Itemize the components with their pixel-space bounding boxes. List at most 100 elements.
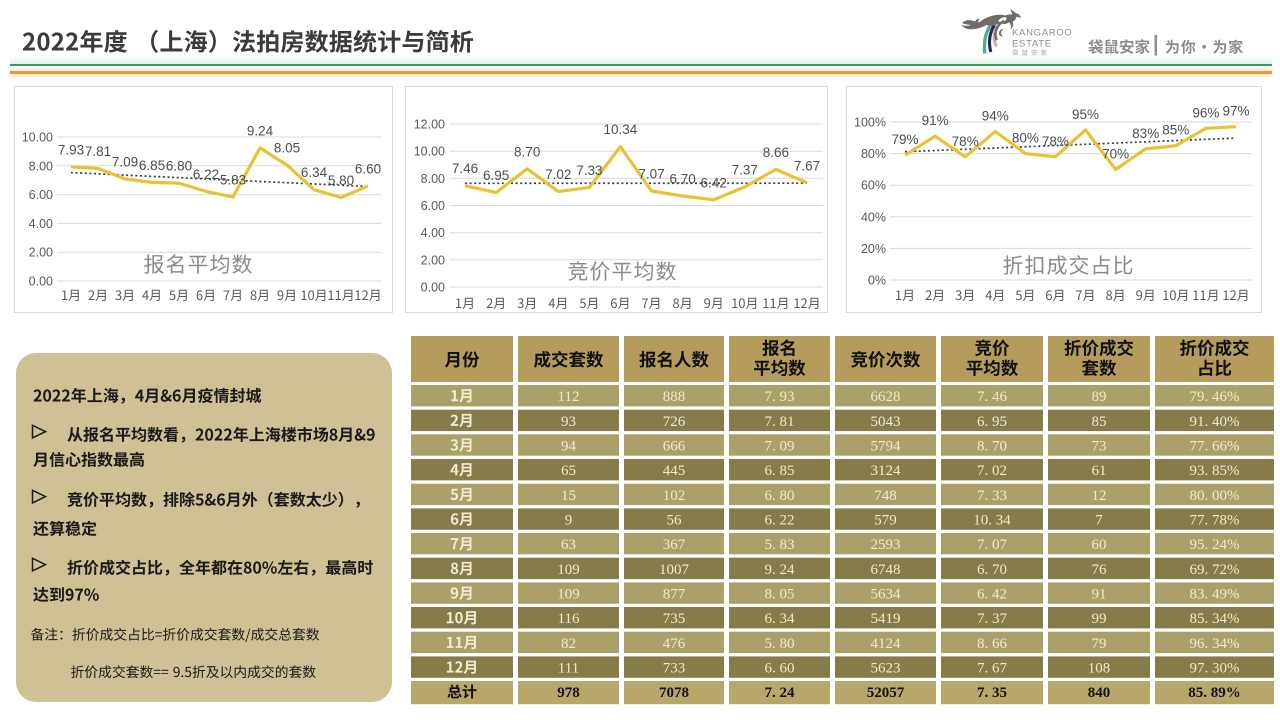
svg-text:877: 877 bbox=[663, 587, 686, 603]
svg-text:79%: 79% bbox=[891, 132, 918, 147]
svg-text:ESTATE: ESTATE bbox=[1012, 39, 1052, 50]
svg-text:0.00: 0.00 bbox=[421, 281, 445, 295]
svg-text:83%: 83% bbox=[1132, 126, 1159, 141]
svg-text:6. 85: 6. 85 bbox=[765, 463, 795, 479]
svg-text:579: 579 bbox=[874, 513, 897, 529]
svg-text:7. 07: 7. 07 bbox=[977, 537, 1008, 553]
svg-text:1007: 1007 bbox=[659, 562, 690, 578]
svg-text:367: 367 bbox=[663, 537, 686, 553]
svg-text:10.00: 10.00 bbox=[22, 131, 53, 145]
svg-text:89: 89 bbox=[1092, 389, 1107, 405]
svg-text:7078: 7078 bbox=[659, 685, 689, 701]
svg-text:77. 78%: 77. 78% bbox=[1190, 513, 1240, 529]
svg-text:6. 22: 6. 22 bbox=[765, 513, 795, 529]
svg-text:978: 978 bbox=[557, 685, 580, 701]
svg-text:7.67: 7.67 bbox=[794, 158, 820, 173]
svg-text:9.24: 9.24 bbox=[247, 123, 274, 138]
svg-text:91: 91 bbox=[1092, 587, 1107, 603]
svg-text:6. 70: 6. 70 bbox=[977, 562, 1007, 578]
svg-text:8.66: 8.66 bbox=[763, 145, 789, 160]
svg-text:7. 81: 7. 81 bbox=[765, 414, 795, 430]
svg-text:97. 30%: 97. 30% bbox=[1190, 661, 1240, 677]
svg-text:8. 70: 8. 70 bbox=[977, 439, 1007, 455]
svg-text:7.09: 7.09 bbox=[112, 154, 138, 169]
svg-text:116: 116 bbox=[558, 611, 580, 627]
svg-text:40%: 40% bbox=[861, 210, 886, 224]
svg-text:7. 24: 7. 24 bbox=[765, 685, 796, 701]
svg-text:2.00: 2.00 bbox=[29, 246, 53, 260]
svg-text:76: 76 bbox=[1092, 562, 1108, 578]
svg-text:7. 67: 7. 67 bbox=[977, 661, 1008, 677]
svg-text:99: 99 bbox=[1092, 611, 1107, 627]
svg-text:94%: 94% bbox=[982, 109, 1009, 124]
svg-text:445: 445 bbox=[663, 463, 686, 479]
svg-text:63: 63 bbox=[561, 537, 576, 553]
svg-text:52057: 52057 bbox=[867, 685, 905, 701]
svg-text:6.70: 6.70 bbox=[669, 172, 695, 187]
svg-text:6. 95: 6. 95 bbox=[977, 414, 1007, 430]
svg-text:6. 80: 6. 80 bbox=[765, 488, 795, 504]
svg-text:102: 102 bbox=[663, 488, 686, 504]
svg-text:70%: 70% bbox=[1102, 146, 1129, 161]
svg-text:10. 34: 10. 34 bbox=[973, 513, 1011, 529]
svg-text:7. 09: 7. 09 bbox=[765, 439, 795, 455]
svg-text:8.00: 8.00 bbox=[421, 172, 445, 186]
svg-text:7.07: 7.07 bbox=[638, 167, 664, 182]
svg-text:8.05: 8.05 bbox=[274, 141, 300, 156]
svg-text:108: 108 bbox=[1088, 661, 1111, 677]
svg-text:9: 9 bbox=[565, 513, 573, 529]
svg-text:6748: 6748 bbox=[871, 562, 901, 578]
svg-text:733: 733 bbox=[663, 661, 686, 677]
svg-text:6.85: 6.85 bbox=[139, 158, 165, 173]
svg-text:10.00: 10.00 bbox=[414, 145, 445, 159]
svg-text:7. 46: 7. 46 bbox=[977, 389, 1008, 405]
svg-text:85%: 85% bbox=[1162, 123, 1189, 138]
svg-text:5.83: 5.83 bbox=[220, 173, 246, 188]
svg-text:7.02: 7.02 bbox=[545, 167, 571, 182]
svg-text:4.00: 4.00 bbox=[29, 217, 53, 231]
svg-text:7.33: 7.33 bbox=[576, 163, 602, 178]
svg-text:7.46: 7.46 bbox=[452, 161, 478, 176]
svg-text:93: 93 bbox=[561, 414, 576, 430]
svg-text:0.00: 0.00 bbox=[29, 275, 53, 289]
svg-text:80. 00%: 80. 00% bbox=[1190, 488, 1240, 504]
svg-text:56: 56 bbox=[667, 513, 683, 529]
svg-text:8. 66: 8. 66 bbox=[977, 636, 1008, 652]
svg-text:91%: 91% bbox=[922, 113, 949, 128]
svg-text:5.80: 5.80 bbox=[328, 173, 354, 188]
svg-text:83. 49%: 83. 49% bbox=[1190, 587, 1240, 603]
svg-text:60: 60 bbox=[1092, 537, 1107, 553]
svg-text:12: 12 bbox=[1092, 488, 1107, 504]
svg-text:0%: 0% bbox=[868, 274, 886, 288]
svg-text:5623: 5623 bbox=[871, 661, 901, 677]
svg-text:2593: 2593 bbox=[871, 537, 901, 553]
svg-text:5419: 5419 bbox=[871, 611, 901, 627]
svg-text:91. 40%: 91. 40% bbox=[1190, 414, 1240, 430]
svg-text:666: 666 bbox=[663, 439, 686, 455]
svg-text:7. 33: 7. 33 bbox=[977, 488, 1007, 504]
svg-text:85. 34%: 85. 34% bbox=[1190, 611, 1240, 627]
svg-text:5. 83: 5. 83 bbox=[765, 537, 795, 553]
svg-text:2.00: 2.00 bbox=[421, 253, 445, 267]
svg-text:5634: 5634 bbox=[871, 587, 902, 603]
svg-text:96. 34%: 96. 34% bbox=[1190, 636, 1240, 652]
svg-text:5. 80: 5. 80 bbox=[765, 636, 795, 652]
svg-text:6.60: 6.60 bbox=[355, 162, 381, 177]
svg-text:12.00: 12.00 bbox=[414, 118, 445, 132]
svg-text:476: 476 bbox=[663, 636, 686, 652]
svg-text:100%: 100% bbox=[854, 116, 886, 130]
svg-text:3124: 3124 bbox=[871, 463, 902, 479]
svg-text:93. 85%: 93. 85% bbox=[1190, 463, 1240, 479]
svg-text:7.37: 7.37 bbox=[732, 162, 758, 177]
svg-text:95%: 95% bbox=[1072, 107, 1099, 122]
svg-text:6.80: 6.80 bbox=[166, 159, 192, 174]
svg-text:KANGAROO: KANGAROO bbox=[1012, 28, 1073, 39]
svg-text:6. 60: 6. 60 bbox=[765, 661, 795, 677]
svg-text:8.00: 8.00 bbox=[29, 159, 53, 173]
svg-text:60%: 60% bbox=[861, 179, 886, 193]
svg-text:109: 109 bbox=[557, 562, 580, 578]
svg-text:4124: 4124 bbox=[871, 636, 902, 652]
svg-text:726: 726 bbox=[663, 414, 686, 430]
svg-text:8. 05: 8. 05 bbox=[765, 587, 795, 603]
svg-text:7.93: 7.93 bbox=[58, 142, 84, 157]
